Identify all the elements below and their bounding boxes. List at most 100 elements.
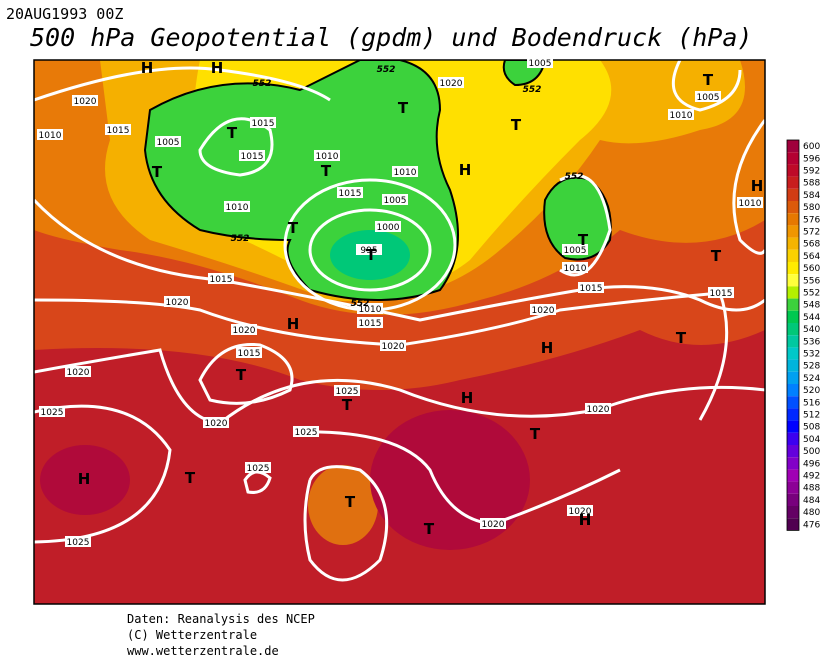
pressure-center: T [511,116,522,134]
colorbar-tick-label: 492 [803,472,820,482]
colorbar-swatch [787,152,799,165]
isobar-label: 1020 [205,419,228,429]
colorbar-swatch [787,188,799,201]
colorbar-swatch [787,518,799,531]
label-bg [72,95,98,106]
pressure-center: H [211,59,224,77]
pressure-center: T [398,99,409,117]
colorbar-tick-label: 544 [803,313,820,323]
label-bg [356,244,382,255]
colorbar-swatch [787,371,799,384]
colorbar-swatch [787,396,799,409]
colorbar-tick-label: 560 [803,264,820,274]
colorbar-tick-label: 504 [803,435,820,445]
label-bg [334,385,360,396]
isobar-label: 1000 [377,223,400,233]
label-bg [250,117,276,128]
isobar-label: 1015 [252,119,275,129]
pressure-center: T [152,163,163,181]
colorbar-tick-label: 596 [803,154,820,164]
colorbar-swatch [787,249,799,262]
isobar-label: 1015 [359,319,382,329]
label-bg [236,347,262,358]
label-bg [578,282,604,293]
colorbar-swatch [787,457,799,470]
label-bg [562,262,588,273]
label-bg [357,303,383,314]
colorbar: 600 596 592 588 584 580 576 572 568 564 560 556 552 5… [786,139,820,531]
pressure-center: T [530,425,541,443]
pressure-center: T [424,520,435,538]
label-bg [224,201,250,212]
label-bg [245,462,271,473]
colorbar-tick-label: 548 [803,301,820,311]
colorbar-swatch [787,323,799,336]
colorbar-swatch [787,213,799,226]
colorbar-swatch [787,262,799,275]
colorbar-swatch [787,469,799,482]
pressure-center: H [287,315,300,333]
isobar-label: 1010 [226,203,249,213]
pressure-center: H [461,389,474,407]
pressure-center: T [345,493,356,511]
colorbar-tick-label: 536 [803,337,820,347]
colorbar-swatch [787,481,799,494]
isobar-label: 1015 [107,126,130,136]
label-bg [392,166,418,177]
label-bg [530,304,556,315]
pressure-center: H [141,59,154,77]
colorbar-tick-label: 580 [803,203,820,213]
colorbar-tick-label: 484 [803,496,820,506]
date: 20AUG1993 00Z [6,5,123,23]
isobar-label: 1005 [529,59,552,69]
isobar-label: 1025 [247,464,270,474]
isobar-label: 1025 [295,428,318,438]
pressure-center: H [751,177,764,195]
isobar-label: 1005 [157,138,180,148]
isobar-label: 1020 [166,298,189,308]
isobar-label: 1005 [564,246,587,256]
label-bg [567,505,593,516]
colorbar-swatch [787,506,799,519]
colorbar-tick-label: 488 [803,484,820,494]
isobar-label: 1010 [359,305,382,315]
label-bg [737,197,763,208]
isobar-label: 1020 [532,306,555,316]
contour-label: 552 [231,234,250,244]
pressure-center: T [676,329,687,347]
colorbar-swatch [787,493,799,506]
isobar-label: 1025 [336,387,359,397]
colorbar-swatch [787,347,799,360]
isobar-label: 1025 [67,538,90,548]
label-bg [527,57,553,68]
colorbar-swatch [787,176,799,189]
colorbar-swatch [787,286,799,299]
colorbar-swatch [787,384,799,397]
pressure-center: T [711,247,722,265]
isobar-label: 1015 [339,189,362,199]
colorbar-swatch [787,140,799,153]
isobar-label: 1005 [384,196,407,206]
label-bg [585,403,611,414]
colorbar-swatch [787,420,799,433]
colorbar-tick-label: 600 [803,142,820,152]
pressure-center: H [459,161,472,179]
contour-label: 552 [253,79,272,89]
label-bg [203,417,229,428]
label-bg [208,273,234,284]
colorbar-swatch [787,274,799,287]
pressure-center: T [703,71,714,89]
isobar-label: 1010 [39,131,62,141]
colorbar-swatch [787,310,799,323]
isobar-label: 1020 [233,326,256,336]
isobar-label: 995 [360,246,377,256]
isobar-label: 1020 [587,405,610,415]
colorbar-tick-label: 532 [803,350,820,360]
pressure-center: H [579,511,592,529]
colorbar-tick-label: 524 [803,374,820,384]
pressure-center: T [578,231,589,249]
label-bg [65,536,91,547]
label-bg [668,109,694,120]
colorbar-swatch [787,432,799,445]
map [34,60,765,604]
